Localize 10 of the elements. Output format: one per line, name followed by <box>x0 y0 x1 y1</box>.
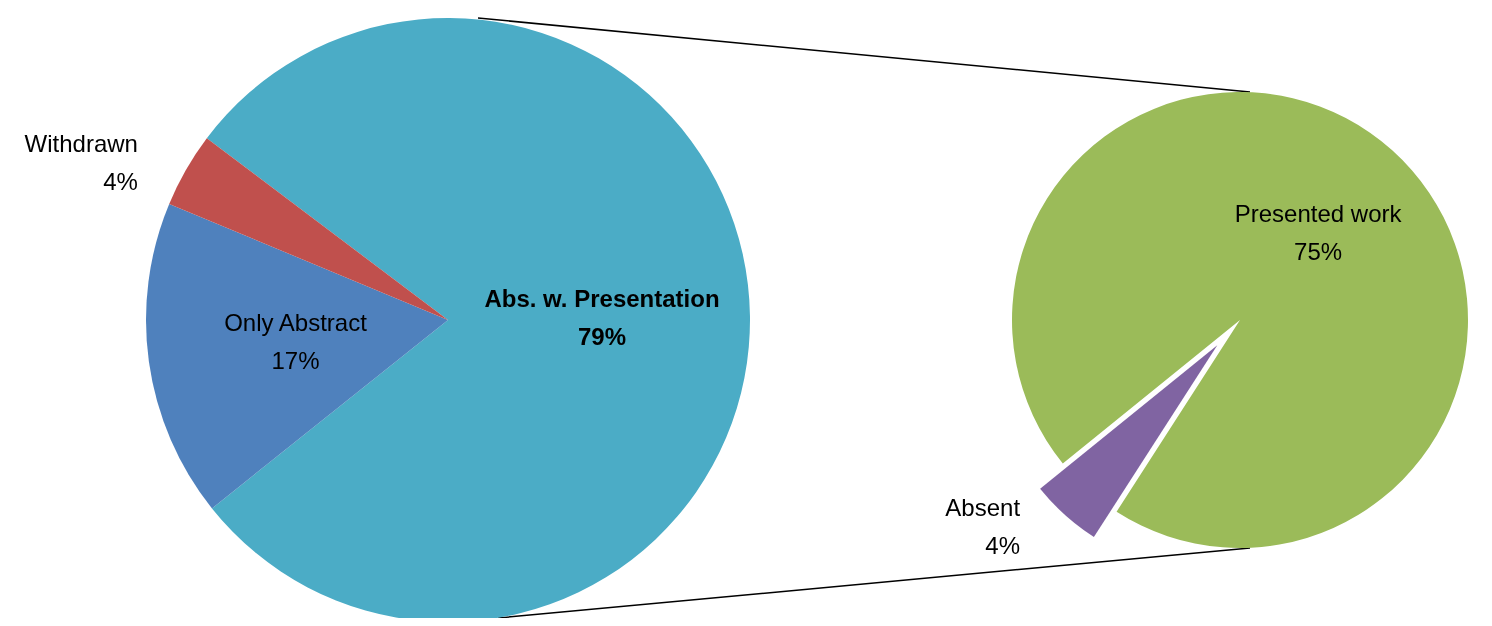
slice-label: Only Abstract <box>224 308 368 336</box>
slice-label: Withdrawn <box>24 129 138 157</box>
data-label: 75% <box>1294 238 1343 266</box>
data-label: 17% <box>271 346 320 374</box>
slice-label: Absent <box>945 493 1021 521</box>
slice-label: Presented work <box>1234 200 1403 228</box>
data-label: 4% <box>103 167 138 195</box>
data-label: 4% <box>985 531 1021 559</box>
data-label: 79% <box>577 323 627 351</box>
slice-label: Abs. w. Presentation <box>484 285 720 313</box>
